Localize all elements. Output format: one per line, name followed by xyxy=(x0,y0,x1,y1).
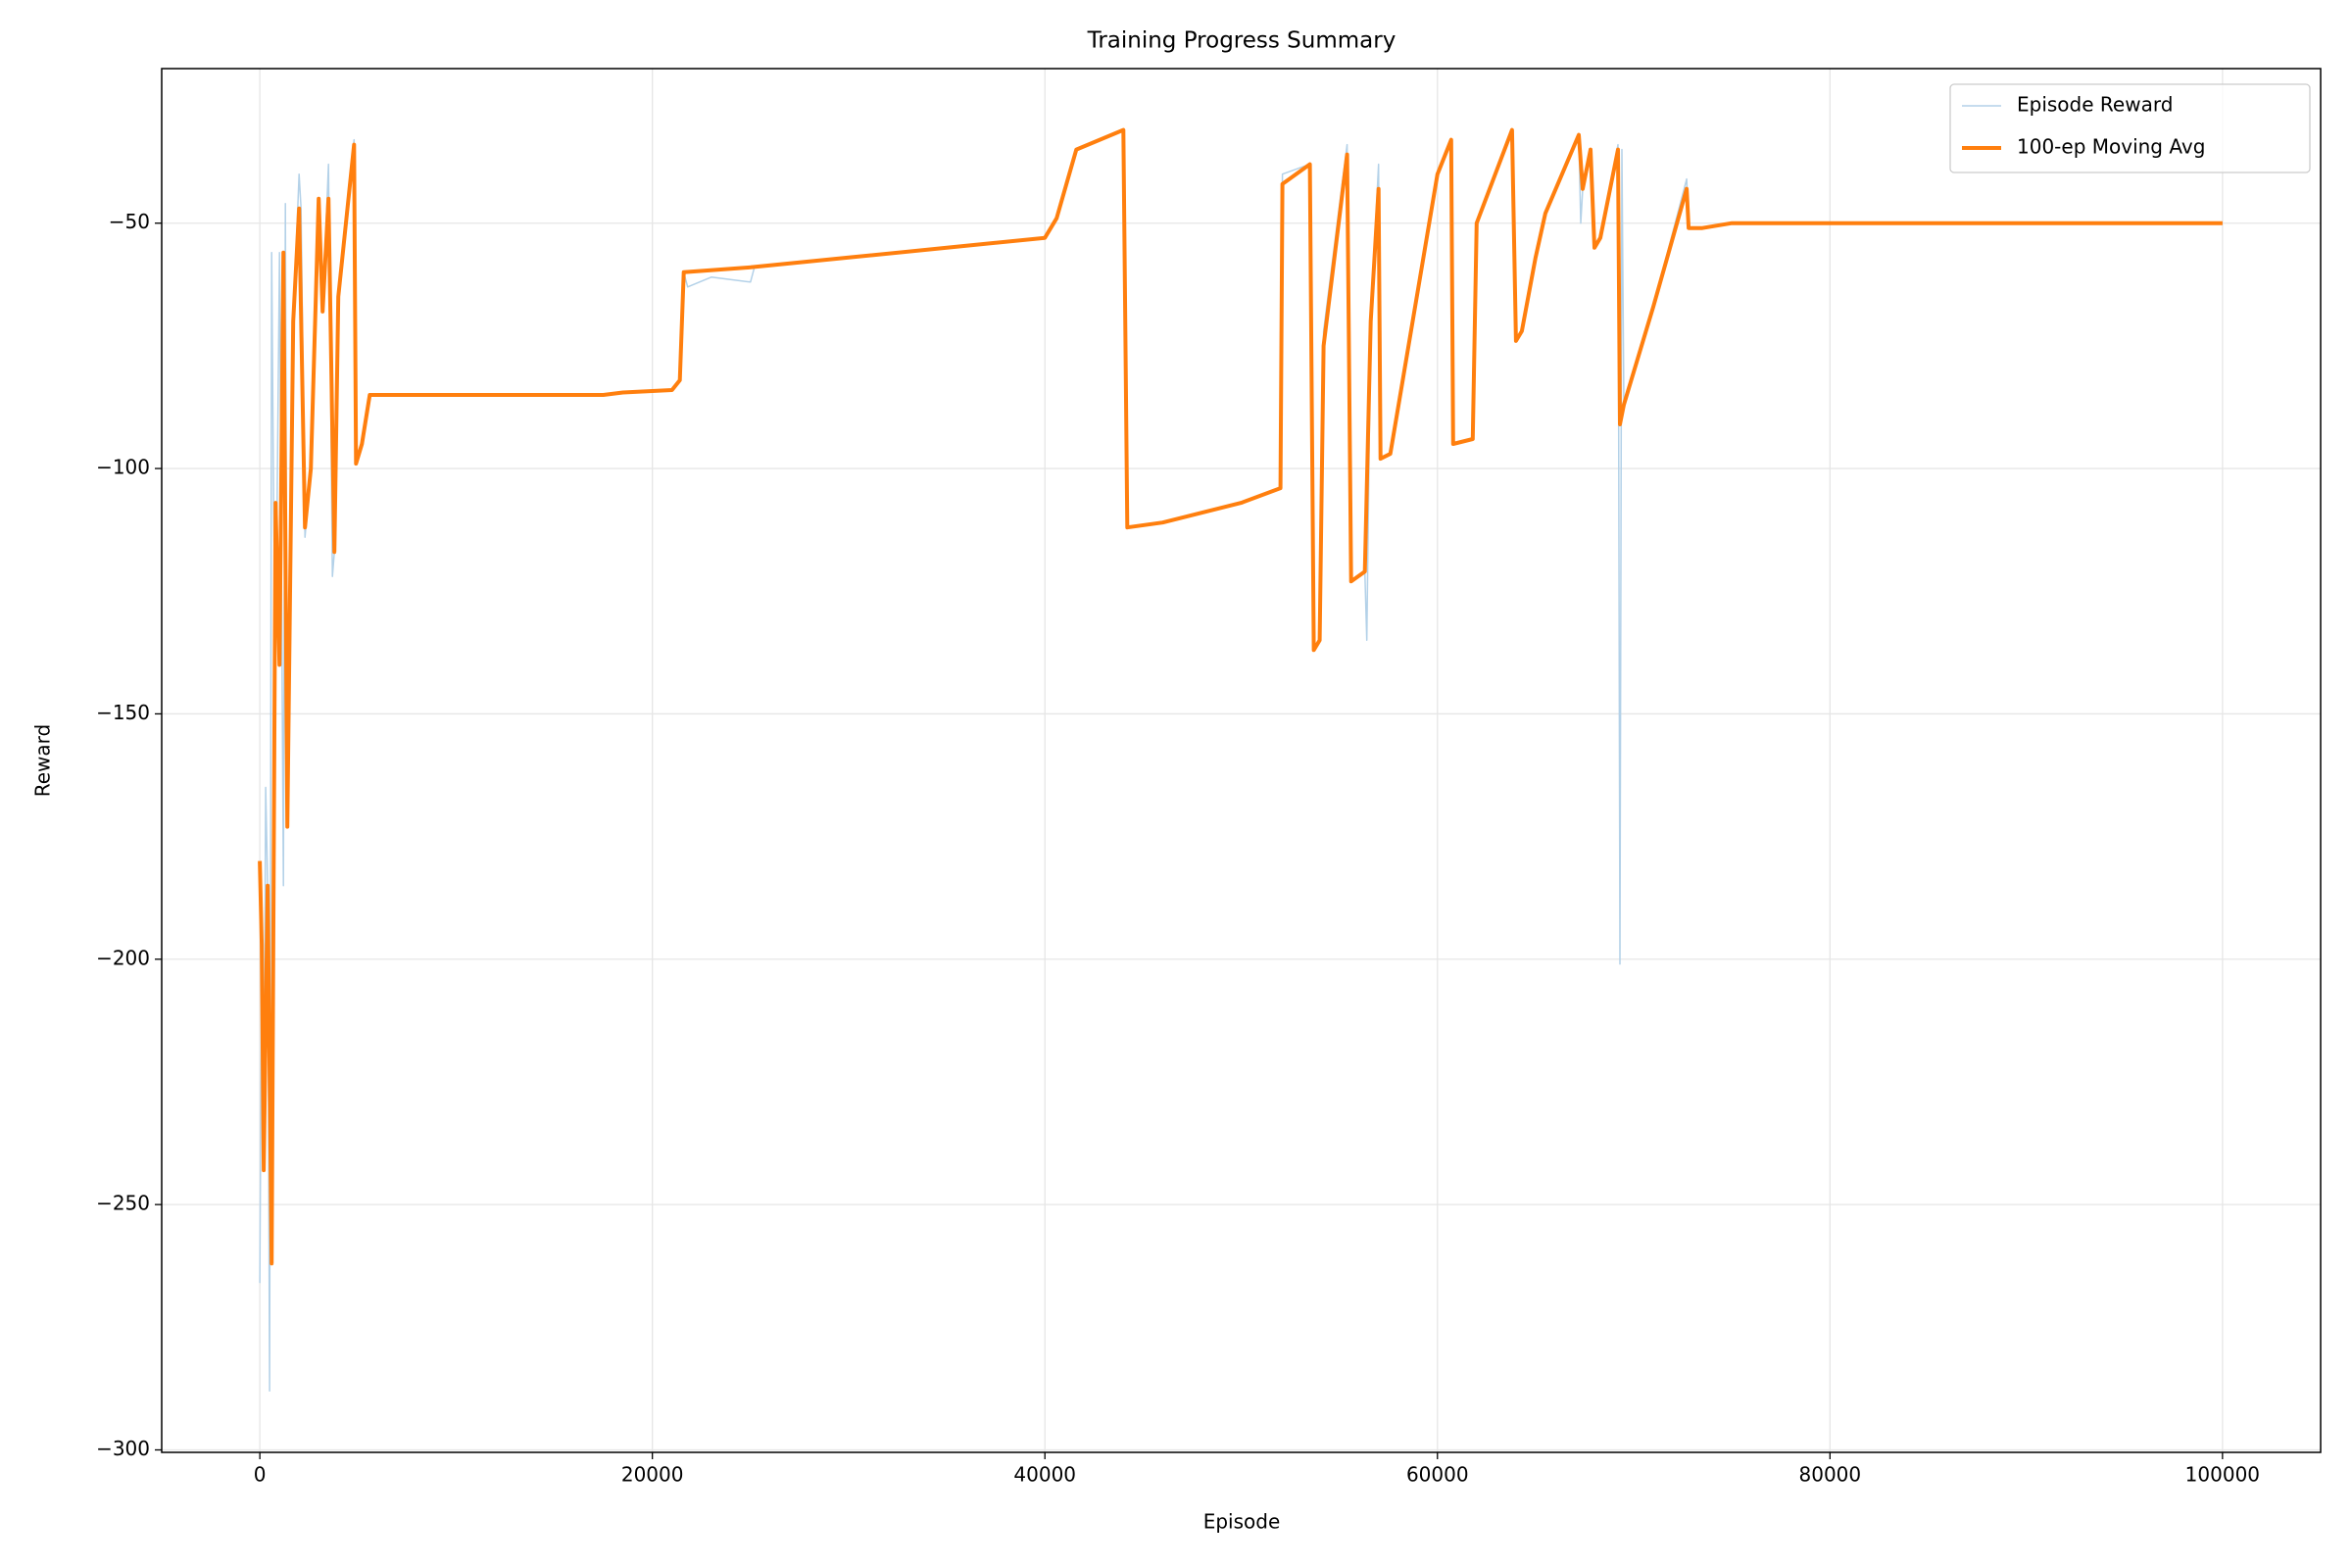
y-tick-label: −100 xyxy=(96,456,150,479)
y-tick-label: −300 xyxy=(96,1437,150,1460)
x-tick-label: 40000 xyxy=(1013,1463,1076,1487)
legend-label: Episode Reward xyxy=(2017,93,2173,117)
chart-title: Training Progress Summary xyxy=(1087,28,1396,54)
x-tick-label: 20000 xyxy=(621,1463,684,1487)
x-tick-label: 60000 xyxy=(1406,1463,1469,1487)
plot-frame xyxy=(161,68,2322,1453)
x-axis-label: Episode xyxy=(1203,1510,1281,1534)
y-tick-label: −50 xyxy=(109,210,150,233)
legend-label: 100-ep Moving Avg xyxy=(2017,135,2205,159)
x-tick-label: 100000 xyxy=(2185,1463,2260,1487)
legend-box xyxy=(1949,83,2311,173)
y-axis-label: Reward xyxy=(31,724,55,797)
y-tick-label: −200 xyxy=(96,946,150,969)
x-tick-label: 0 xyxy=(254,1463,267,1487)
line-series xyxy=(258,127,2223,1266)
x-tick-label: 80000 xyxy=(1799,1463,1862,1487)
y-tick-label: −250 xyxy=(96,1192,150,1215)
y-tick-label: −150 xyxy=(96,701,150,724)
